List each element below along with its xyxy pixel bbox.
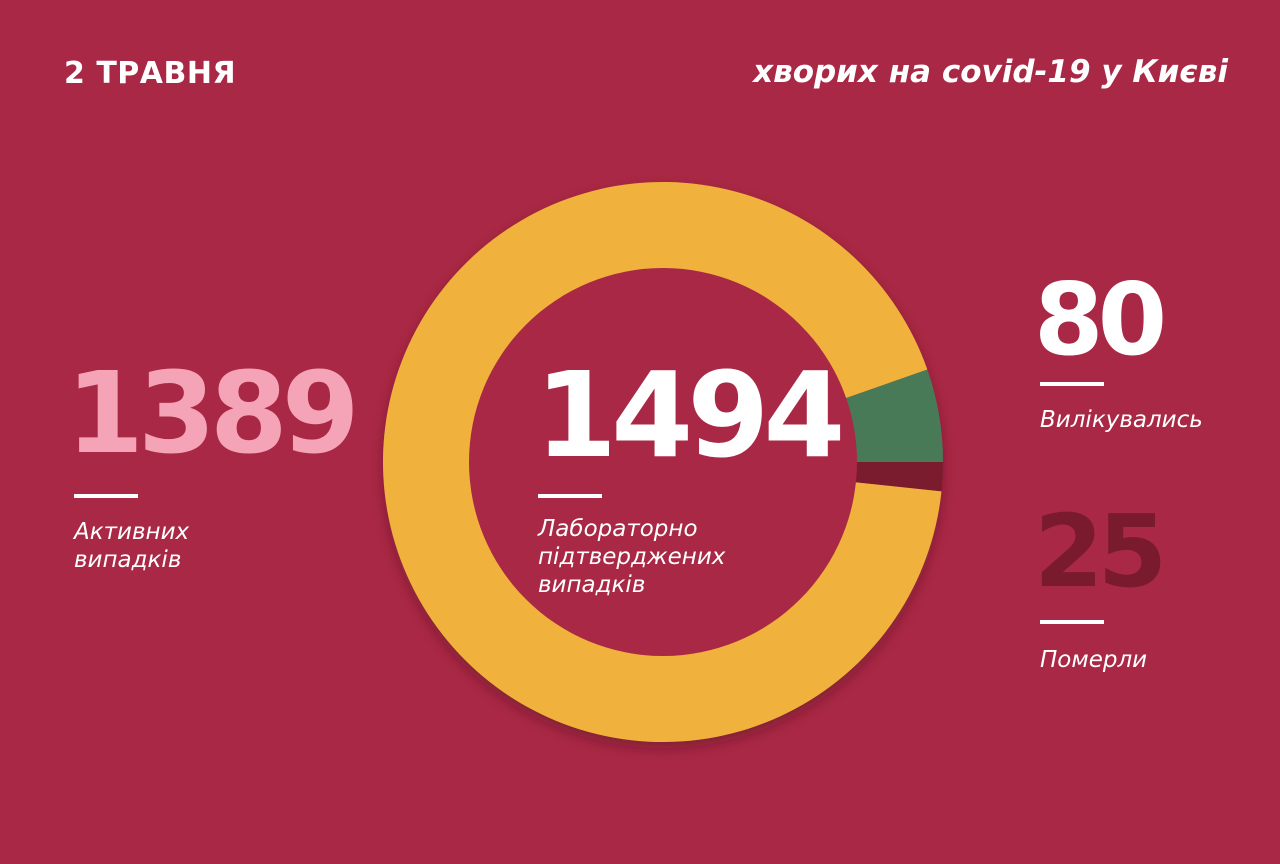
label-line: випадків: [538, 572, 646, 598]
label-line: випадків: [74, 547, 182, 573]
recovered-label: Вилікувались: [1040, 407, 1203, 433]
recovered-number: 80: [1034, 261, 1167, 378]
total-cases-number: 1494: [535, 346, 845, 484]
divider: [1040, 382, 1104, 386]
date-label: 2 ТРАВНЯ: [64, 56, 237, 91]
deaths-number: 25: [1034, 493, 1167, 610]
deaths-label: Померли: [1040, 647, 1148, 673]
label-line: Активних: [74, 519, 190, 545]
divider: [74, 494, 138, 498]
divider: [1040, 620, 1104, 624]
donut-hole: [469, 268, 857, 656]
divider: [538, 494, 602, 498]
page-title: хворих на covid-19 у Києві: [753, 54, 1228, 90]
label-line: Лабораторно: [538, 516, 698, 542]
total-cases-label: Лабораторно підтверджених випадків: [538, 515, 725, 599]
label-line: підтверджених: [538, 544, 726, 570]
active-cases-label: Активних випадків: [74, 518, 189, 574]
active-cases-number: 1389: [66, 349, 360, 479]
